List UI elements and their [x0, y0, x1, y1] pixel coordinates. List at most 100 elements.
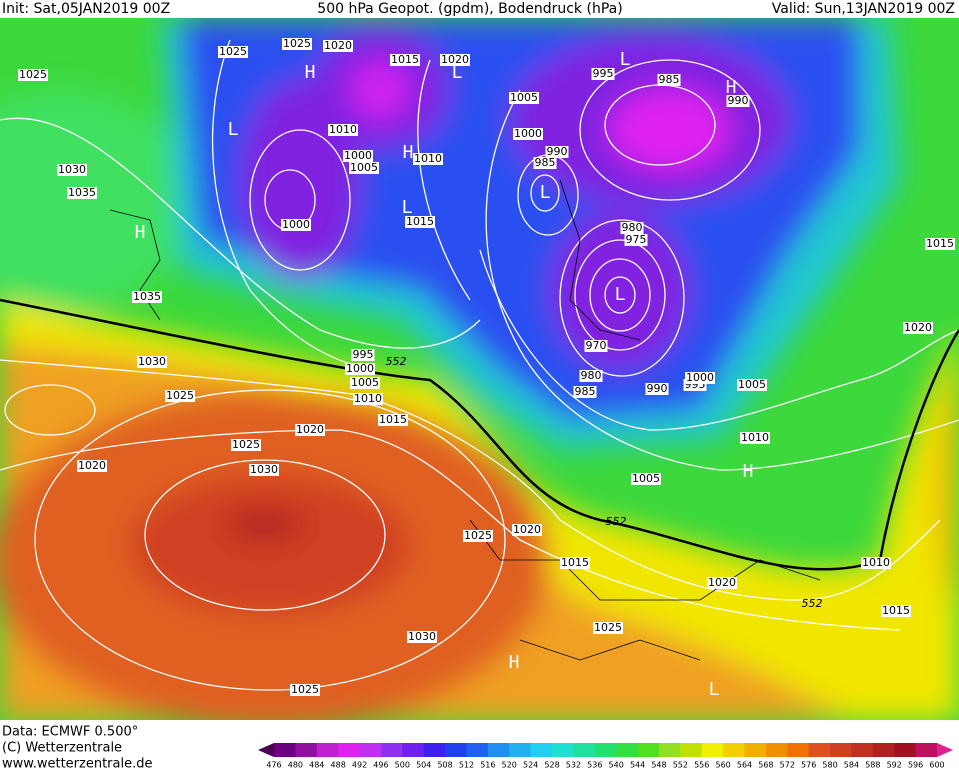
- isobar-label-box: [67, 187, 97, 199]
- isobar-label-box: [685, 372, 715, 384]
- colorbar-label: 496: [373, 761, 388, 770]
- colorbar-label: 552: [673, 761, 688, 770]
- colorbar-box: [658, 743, 681, 757]
- isobar-label-box: [573, 386, 597, 398]
- colorbar-end: [258, 743, 274, 757]
- colorbar-box: [872, 743, 895, 757]
- isobar-label-box: [657, 74, 681, 86]
- isobar-label: 1015: [926, 237, 954, 250]
- isobar-label-box: [584, 340, 608, 352]
- isobar-label: 1005: [351, 376, 379, 389]
- colorbar-box: [616, 743, 639, 757]
- isobar-label: 975: [626, 233, 647, 246]
- isobar-label: 1035: [68, 186, 96, 199]
- colorbar-label: 492: [352, 761, 367, 770]
- isobar-label-box: [231, 439, 261, 451]
- isobar-label: 980: [581, 369, 602, 382]
- contour-label: 552: [606, 515, 627, 528]
- isobar-label-box: [378, 414, 408, 426]
- colorbar-label: 572: [780, 761, 795, 770]
- isobar-label: 1010: [329, 123, 357, 136]
- isobar-label: 1030: [138, 355, 166, 368]
- isobar-label-box: [726, 95, 750, 107]
- isobar-label: 1015: [379, 413, 407, 426]
- isobar-label: 1020: [513, 523, 541, 536]
- isobar-label: 1015: [406, 215, 434, 228]
- isobar-label-box: [645, 383, 669, 395]
- pressure-center: L: [709, 679, 720, 700]
- colorbar-box: [701, 743, 724, 757]
- isobar-label-box: [512, 524, 542, 536]
- isobar-label-box: [350, 377, 380, 389]
- isobar-label: 1000: [344, 149, 372, 162]
- isobar-label-box: [132, 291, 162, 303]
- colorbar-box: [274, 743, 296, 757]
- isobar-label: 1025: [19, 68, 47, 81]
- colorbar-box: [445, 743, 467, 757]
- isobar-label: 1015: [561, 556, 589, 569]
- isobar-label: 985: [575, 385, 596, 398]
- colorbar-box: [573, 743, 596, 757]
- isobar-label: 1020: [296, 423, 324, 436]
- colorbar-box: [402, 743, 425, 757]
- contour-label: 552: [386, 355, 407, 368]
- colorbar-label: 516: [480, 761, 495, 770]
- isobar-label-box: [903, 322, 933, 334]
- isobar-label-box: [57, 164, 87, 176]
- pressure-center: H: [305, 62, 316, 83]
- colorbar-box: [316, 743, 339, 757]
- isobar-label-box: [560, 557, 590, 569]
- isobar-label: 1010: [354, 392, 382, 405]
- isobar-label: 1025: [283, 37, 311, 50]
- isobar-label: 1000: [346, 362, 374, 375]
- colorbar-box: [423, 743, 446, 757]
- isobar-label-box: [353, 393, 383, 405]
- isobar-label: 985: [535, 156, 556, 169]
- isobar-label: 1020: [324, 39, 352, 52]
- colorbar-label: 536: [587, 761, 602, 770]
- colorbar-label: 508: [437, 761, 452, 770]
- isobar-label: 1010: [414, 152, 442, 165]
- isobar-label-box: [323, 40, 353, 52]
- isobar-label: 1005: [738, 378, 766, 391]
- isobar-label-box: [881, 605, 911, 617]
- map-labels: 1025 1025 1025 1020 1015 1020 1030 1035 1035 1030…: [18, 37, 955, 700]
- colorbar-box: [765, 743, 788, 757]
- colorbar-box: [680, 743, 703, 757]
- isobar-label-box: [591, 68, 615, 80]
- isobar-label: 980: [622, 221, 643, 234]
- colorbar-label: 488: [331, 761, 346, 770]
- isobar-label: 985: [659, 73, 680, 86]
- isobar-label: 1030: [250, 463, 278, 476]
- url: www.wetterzentrale.de: [2, 757, 152, 770]
- colorbar: 476 480 484 488 492 496 500 504 508 512 516 520 524 5…: [258, 743, 953, 770]
- colorbar-label: 532: [566, 761, 581, 770]
- colorbar-box: [894, 743, 917, 757]
- isobar-label: 990: [547, 145, 568, 158]
- colorbar-box: [851, 743, 874, 757]
- pressure-center: H: [743, 461, 754, 482]
- pressure-center: L: [452, 62, 463, 83]
- isobar-label-box: [349, 162, 379, 174]
- colorbar-label: 580: [822, 761, 837, 770]
- colorbar-box: [808, 743, 831, 757]
- pressure-center: H: [726, 77, 737, 98]
- pressure-center: H: [135, 222, 146, 243]
- isobar-label-box: [218, 46, 248, 58]
- isobar-label-box: [351, 349, 375, 361]
- colorbar-box: [530, 743, 553, 757]
- isobar-label-box: [18, 69, 48, 81]
- pressure-center: L: [540, 182, 551, 203]
- colorbar-end: [937, 743, 953, 757]
- colorbar-label: 520: [502, 761, 517, 770]
- contour-label: 552: [802, 597, 823, 610]
- colorbar-label: 476: [266, 761, 281, 770]
- isobar-label-box: [631, 473, 661, 485]
- pressure-center: L: [615, 284, 626, 305]
- colorbar-label: 568: [758, 761, 773, 770]
- colorbar-box: [594, 743, 617, 757]
- colorbar-box: [552, 743, 574, 757]
- pressure-center: H: [403, 142, 414, 163]
- isobar-label-box: [407, 631, 437, 643]
